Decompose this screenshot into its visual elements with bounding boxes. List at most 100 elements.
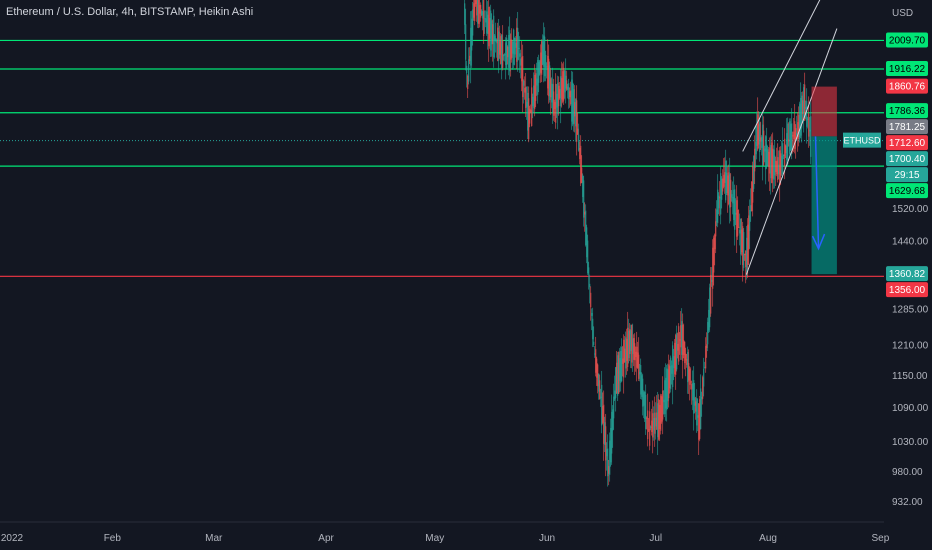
symbol-tag[interactable]: ETHUSD [843, 132, 881, 148]
candle-body [727, 175, 729, 196]
time-tick-label: Jun [539, 533, 555, 544]
candle-body [706, 344, 708, 348]
candle-body [667, 369, 669, 402]
candle-body [658, 398, 660, 440]
candle-body [501, 34, 503, 70]
candle-body [540, 52, 542, 73]
candle-body [776, 160, 778, 175]
candle-body [591, 312, 593, 316]
candle-body [576, 100, 578, 142]
candle-body [684, 341, 686, 364]
candle-body [697, 415, 699, 418]
price-badge: 1360.82 [886, 266, 928, 282]
candle-body [687, 351, 689, 383]
time-tick-label: Sep [871, 533, 889, 544]
candle-body [524, 87, 526, 93]
candle-body [724, 172, 726, 183]
candle-body [595, 349, 597, 373]
candle-body [693, 380, 695, 414]
candle-body [603, 404, 605, 444]
candle-body [514, 37, 516, 55]
short-stop-zone[interactable] [811, 86, 837, 137]
candle-body [680, 325, 682, 348]
candle-body [718, 195, 720, 209]
candle-body [499, 41, 501, 55]
candle-body [618, 351, 620, 394]
candle-body [809, 129, 811, 132]
candle-body [481, 10, 483, 16]
candle-body [561, 78, 563, 100]
candle-body [515, 42, 517, 48]
candle-body [483, 0, 485, 37]
candle-body [712, 247, 714, 289]
candle-body [509, 30, 511, 72]
candle-body [767, 149, 769, 167]
candle-body [644, 391, 646, 420]
candle-body [564, 70, 566, 93]
candle-body [659, 404, 661, 429]
time-tick-label: May [425, 533, 444, 544]
candle-body [466, 65, 468, 74]
candle-body [562, 71, 564, 102]
candle-body [579, 148, 581, 159]
candle-body [573, 89, 575, 124]
candle-body [566, 80, 568, 90]
candle-body [480, 4, 482, 18]
time-tick-label: Feb [104, 533, 122, 544]
candle-body [489, 17, 491, 39]
candle-body [519, 53, 521, 57]
candle-body [780, 153, 782, 176]
candle-body [580, 145, 582, 184]
candle-body [769, 147, 771, 174]
price-badge-bg [886, 282, 928, 298]
candle-body [711, 279, 713, 282]
candle-body [750, 205, 752, 212]
candle-body [806, 100, 808, 127]
candle-body [468, 59, 470, 82]
candle-body [726, 172, 728, 193]
candle-body [774, 155, 776, 176]
candle-body [476, 0, 478, 16]
candle-body [728, 172, 730, 205]
candle-body [636, 346, 638, 368]
price-tick-label: 1150.00 [892, 371, 928, 382]
candle-body [490, 10, 492, 51]
candle-body [546, 66, 548, 68]
candle-body [593, 341, 595, 346]
trend-line-1[interactable] [742, 0, 826, 152]
candle-body [655, 417, 657, 427]
price-badge-bg [886, 183, 928, 199]
candle-body [533, 85, 535, 108]
candle-body [563, 67, 565, 101]
candle-body [495, 38, 497, 42]
candle-body [652, 413, 654, 438]
price-axis: USD 1520.00 1440.00 1285.00 1210.00 1150.00 10… [884, 0, 932, 550]
candle-body [614, 390, 616, 400]
candle-body [616, 362, 618, 394]
candle-body [581, 167, 583, 183]
candle-body [543, 35, 545, 67]
candle-body [555, 84, 557, 123]
candle-body [803, 87, 805, 119]
candle-body [756, 125, 758, 146]
candle-body [473, 3, 475, 18]
candle-body [785, 145, 787, 154]
candle-body [482, 11, 484, 19]
price-badge-label: 1916.22 [889, 64, 926, 75]
trend-line-0[interactable] [745, 28, 838, 275]
price-axis-currency: USD [892, 8, 913, 19]
candle-body [572, 82, 574, 125]
price-tick-label: 1030.00 [892, 437, 929, 448]
candle-body [796, 132, 798, 136]
candle-body [807, 118, 809, 120]
candle-body [516, 27, 518, 62]
candle-body [775, 161, 777, 172]
candle-body [557, 82, 559, 115]
candle-body [651, 420, 653, 433]
candle-body [671, 365, 673, 374]
candle-body [730, 179, 732, 207]
candle-body [582, 175, 584, 197]
candle-body [666, 368, 668, 411]
candle-body [689, 368, 691, 385]
